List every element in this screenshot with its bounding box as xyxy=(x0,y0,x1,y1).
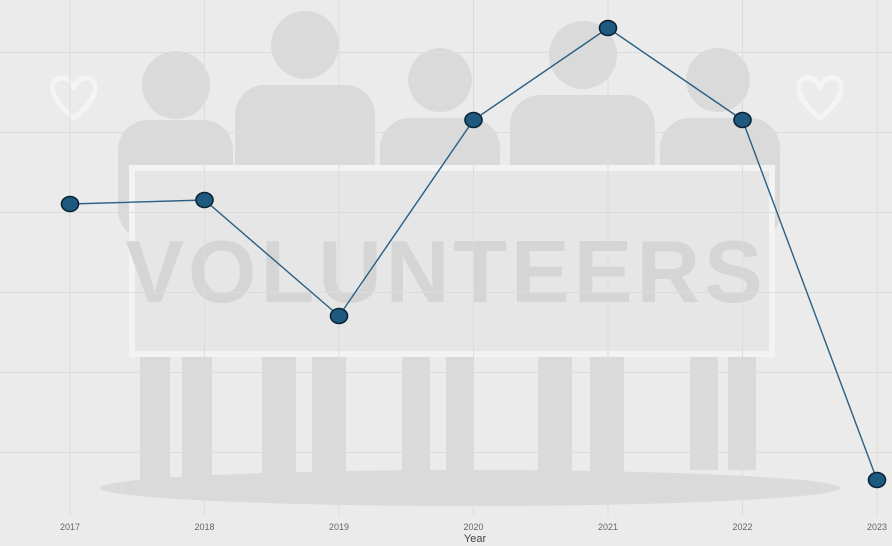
x-tick-label: 2022 xyxy=(732,522,752,532)
x-axis: 2017 2018 2019 2020 2021 2022 2023 xyxy=(60,522,887,532)
series xyxy=(60,19,887,489)
data-point xyxy=(867,471,887,489)
x-tick-label: 2019 xyxy=(329,522,349,532)
data-point xyxy=(195,191,214,209)
data-point xyxy=(329,307,349,325)
gridlines xyxy=(0,0,892,516)
data-point xyxy=(598,19,618,37)
x-tick-label: 2021 xyxy=(598,522,618,532)
x-axis-title: Year xyxy=(464,533,487,545)
data-point xyxy=(464,111,483,129)
x-tick-label: 2017 xyxy=(60,522,80,532)
x-tick-label: 2020 xyxy=(463,522,483,532)
banner-text: VOLUNTEERS xyxy=(125,222,766,321)
volunteers-illustration: VOLUNTEERS xyxy=(50,11,844,506)
data-point xyxy=(733,111,752,129)
banner xyxy=(129,165,775,357)
x-tick-label: 2018 xyxy=(194,522,214,532)
x-tick-label: 2023 xyxy=(867,522,887,532)
data-point xyxy=(60,195,80,213)
